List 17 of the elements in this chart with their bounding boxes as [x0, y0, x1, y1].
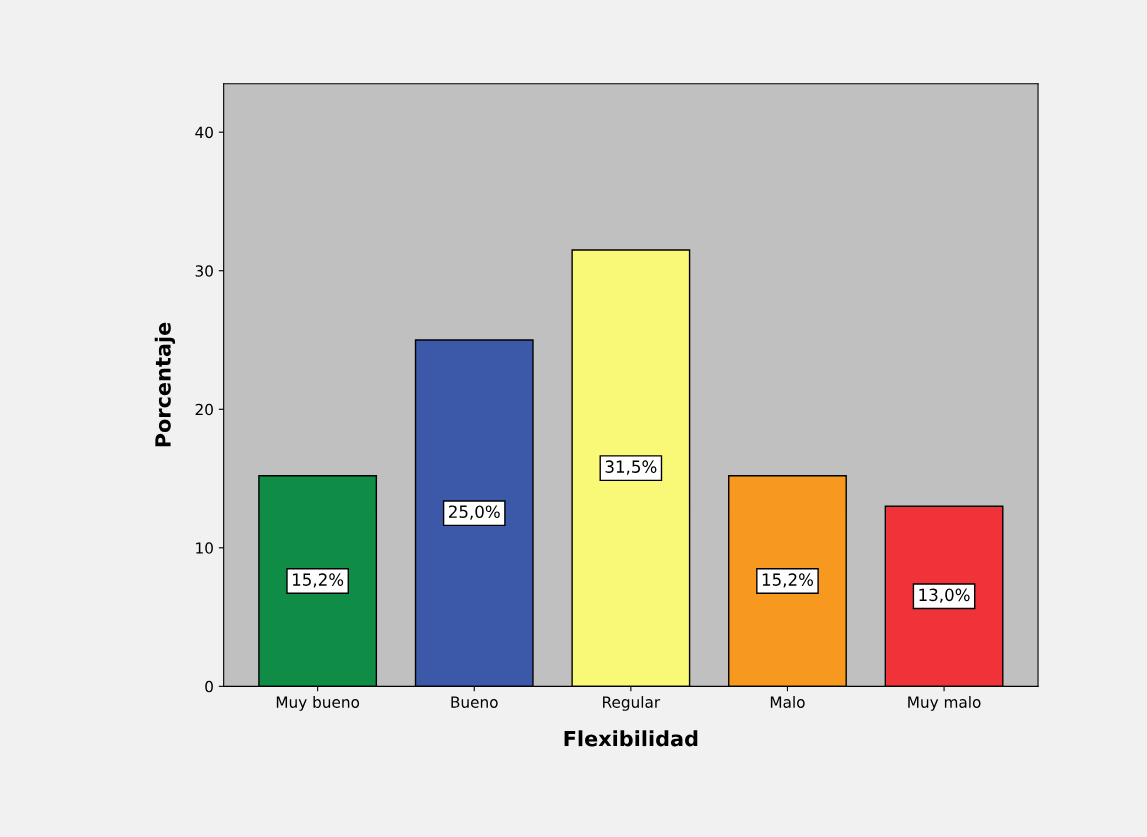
x-tick-label: Muy malo: [908, 696, 981, 711]
y-tick-label: 10: [196, 542, 213, 554]
y-tick-label: 40: [195, 126, 213, 139]
y-tick-label: 30: [195, 265, 213, 277]
x-axis-title: Flexibilidad: [564, 730, 698, 747]
y-tick-label: 20: [195, 403, 213, 416]
x-tick-label: Malo: [770, 696, 805, 708]
x-tick-label: Bueno: [451, 696, 498, 708]
data-label: 31,5%: [605, 460, 657, 475]
data-label: 25,0%: [448, 505, 500, 520]
x-tick-label: Muy bueno: [276, 696, 360, 711]
y-tick-label: 0: [205, 680, 213, 693]
data-label: 13,0%: [919, 588, 970, 603]
y-axis-title: Porcentaje: [154, 322, 176, 447]
data-label: 15,2%: [762, 573, 814, 588]
data-label: 15,2%: [292, 573, 344, 588]
x-tick-label: Regular: [603, 696, 661, 711]
